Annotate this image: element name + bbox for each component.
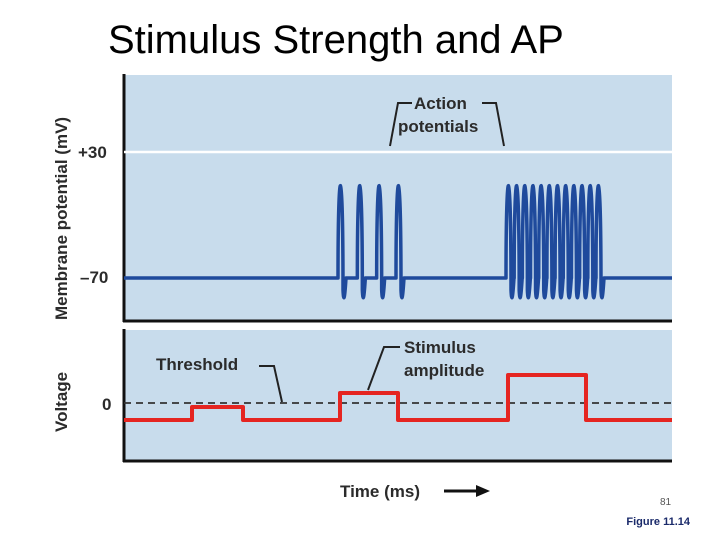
tick-minus70: –70 <box>80 268 108 287</box>
stimulus-voltage-panel: 0 Voltage Threshold Stimulus amplitude <box>52 329 672 463</box>
membrane-potential-trace <box>124 184 672 300</box>
stimulus-amplitude-leader <box>367 346 400 391</box>
stimulus-amplitude-label-line2: amplitude <box>404 361 484 380</box>
threshold-label: Threshold <box>156 355 238 374</box>
stimulus-amplitude-label-line1: Stimulus <box>404 338 476 357</box>
action-potentials-leader-left <box>389 102 412 147</box>
top-y-axis-label: Membrane potential (mV) <box>52 117 71 320</box>
slide-title: Stimulus Strength and AP <box>108 18 564 62</box>
slide-number: 81 <box>660 497 672 508</box>
threshold-leader <box>259 365 283 403</box>
tick-plus30: +30 <box>78 143 107 162</box>
time-arrow-icon <box>444 485 490 497</box>
action-potentials-leader-right <box>482 102 505 147</box>
action-potentials-label-line1: Action <box>414 94 467 113</box>
membrane-potential-panel: +30 –70 Membrane potential (mV) Action p… <box>52 74 672 323</box>
x-axis-label: Time (ms) <box>340 482 420 501</box>
action-potentials-label-line2: potentials <box>398 117 478 136</box>
stimulus-trace <box>124 373 672 422</box>
figure-reference: Figure 11.14 <box>626 516 690 528</box>
bottom-y-axis-label: Voltage <box>52 372 71 432</box>
tick-zero: 0 <box>102 395 111 414</box>
